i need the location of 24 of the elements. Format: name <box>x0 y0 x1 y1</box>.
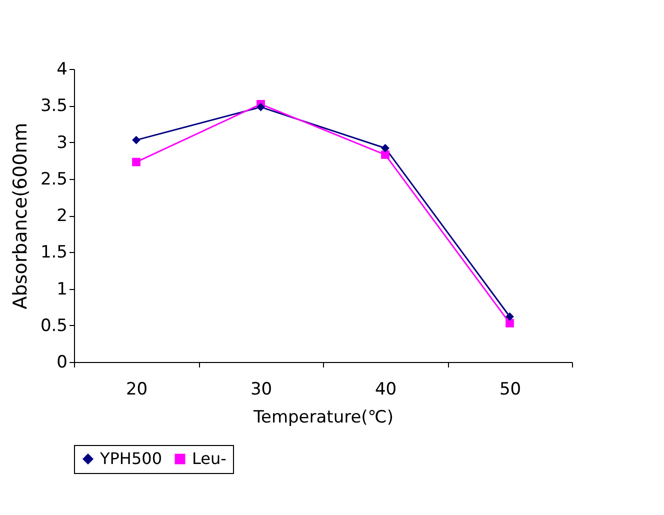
y-tick-label: 0.5 <box>40 316 68 336</box>
y-tick-label: 2.5 <box>40 169 68 190</box>
x-tick-label: 40 <box>374 380 397 400</box>
point <box>381 144 390 152</box>
point <box>506 318 514 328</box>
point <box>381 150 390 159</box>
y-tick-label: 2 <box>56 206 68 226</box>
y-tick-label: 3.5 <box>40 96 68 116</box>
x-tick-label: 50 <box>499 380 522 400</box>
point <box>256 102 265 112</box>
x-tick-label: 20 <box>126 380 148 400</box>
legend-label: YPH500 <box>99 449 162 468</box>
x-tick-label: 30 <box>250 380 272 400</box>
x-axis-title: Temperature(℃) <box>252 408 394 428</box>
legend-label: Leu- <box>192 449 226 468</box>
y-tick-label: 1.5 <box>40 242 68 263</box>
y-tick-label: 3 <box>56 132 68 153</box>
point <box>506 312 514 321</box>
point <box>132 158 140 166</box>
y-tick-label: 4 <box>56 60 68 80</box>
y-tick-label: 0 <box>56 352 68 372</box>
y-axis-title: Absorbance(600nm <box>9 122 32 310</box>
y-tick-label: 1 <box>56 279 68 300</box>
point <box>132 136 140 144</box>
